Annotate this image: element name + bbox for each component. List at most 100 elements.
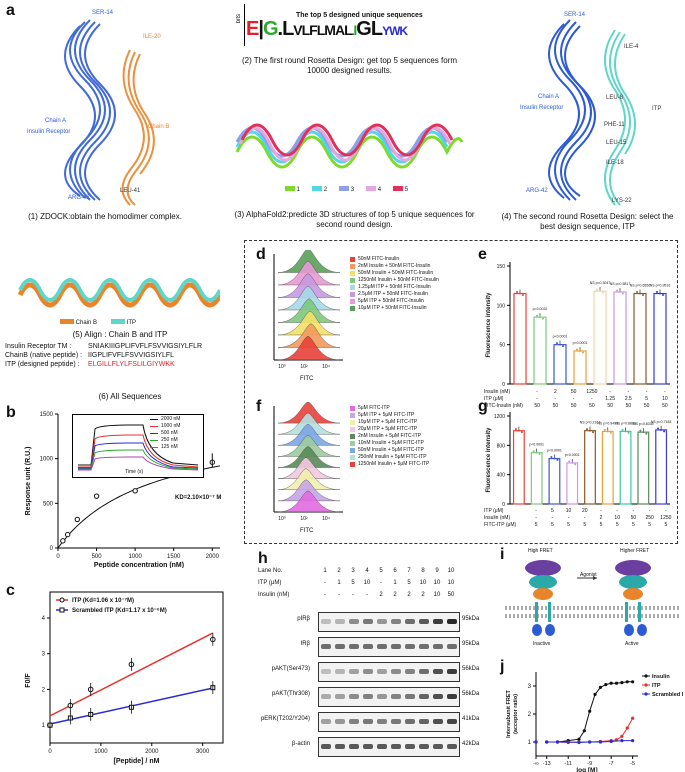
blot-band: [433, 669, 443, 674]
blot-band: [363, 744, 373, 749]
table-cell: 5: [583, 522, 587, 528]
blot-label: pIRβ: [297, 616, 310, 622]
blot-band: [321, 719, 331, 724]
y-tick-label: 1: [42, 723, 46, 729]
chart-j-fret: -∞ -13 -11 -9 -7 -5 1 2 3 log [M] Intersubunit FRE…: [506, 672, 683, 772]
legend-swatch: [350, 285, 355, 290]
row-header: FITC-Insulin (nM): [484, 403, 523, 409]
caption-fig4: (4) The second round Rosetta Design: sel…: [501, 212, 674, 231]
caption-fig1: (1) ZDOCK:obtain the homodimer complex.: [28, 212, 182, 221]
legend-swatch: [350, 299, 355, 304]
label-leu15: LEU-15: [606, 140, 627, 146]
table-cell: 1250: [586, 389, 598, 395]
histogram-trace: [277, 336, 341, 361]
label-insulin-receptor-2: Insulin Receptor: [520, 105, 564, 111]
x-tick-label: 10⁴: [322, 516, 330, 522]
blot-kda: 95kDa: [462, 616, 480, 622]
panel-label-b: b: [6, 404, 16, 421]
data-point: [625, 726, 629, 730]
table-cell: 50: [552, 403, 559, 409]
western-blot-panel: Lane No. 1 2 3 4 5 6 7 8 9 10 ITP (μM) - 1 5 10 - 1 5 10 10 1…: [258, 568, 483, 768]
p-value-label: NS p=0.2167: [580, 421, 601, 425]
legend-label: ITP (Kd=1.06 x 10⁻⁷M): [72, 598, 134, 604]
data-point: [642, 431, 645, 434]
label-arg42-a: ARG-42: [68, 195, 90, 201]
bar: [548, 457, 561, 505]
legend-swatch: [350, 257, 355, 262]
blot-band: [419, 619, 429, 624]
itp-value: 1: [337, 580, 341, 586]
y-tick-label: 400: [497, 473, 506, 479]
table-cell: 20: [581, 508, 588, 514]
data-point: [93, 493, 100, 499]
data-point: [516, 291, 518, 294]
data-point: [622, 292, 624, 295]
histogram-trace: [277, 490, 341, 513]
legend-swatch: [350, 448, 355, 453]
table-cell: -: [567, 515, 570, 521]
data-point: [520, 431, 523, 434]
table-cell: 5: [550, 522, 554, 528]
table-cell: 50: [570, 389, 577, 395]
data-point: [588, 740, 592, 744]
table-cell: -: [554, 396, 557, 402]
blot-kda: 41kDa: [462, 716, 480, 722]
table-cell: 10: [565, 508, 572, 514]
table-cell: -: [591, 396, 593, 402]
bar: [637, 431, 650, 505]
lane-value: 2: [337, 568, 341, 574]
data-point: [582, 729, 586, 733]
rosetta-design-structure-image: [548, 19, 636, 206]
x-axis-label: [Peptide] / nM: [114, 758, 160, 765]
data-point: [556, 459, 559, 462]
histogram-trace: [277, 412, 341, 435]
histogram-trace: [277, 479, 341, 502]
row-header: ITP (μM): [484, 508, 504, 514]
itp-value: 10: [447, 580, 455, 586]
x-tick-label: 1500: [167, 554, 181, 560]
table-cell: 1250: [660, 515, 672, 521]
y-axis-label: Fluorescence intensity: [486, 427, 492, 493]
blot-band: [335, 644, 345, 649]
y-axis-label-2: (acceptor ratio): [513, 694, 519, 734]
logo-letters: E|G.LVLFLMAL.IGLYWK: [246, 18, 408, 40]
table-row: Insulin (nM) - - - - 2 10 50 250 1250: [484, 515, 674, 522]
legend-label: 5μM FITC-ITP: [358, 405, 390, 411]
insulin-value: -: [324, 592, 326, 598]
y-axis-label: F0/F: [25, 673, 32, 688]
alignment-image: [17, 278, 220, 308]
bar: [655, 429, 668, 505]
table-row: Insulin (nM) - 2 50 1250 - - - -: [484, 389, 674, 396]
insulin-value: -: [338, 592, 340, 598]
bar: [584, 430, 596, 505]
data-point: [568, 460, 571, 463]
legend-label: 2nM Insulin + 50nM FITC-Insulin: [358, 263, 431, 269]
insulin-value: 50: [447, 592, 455, 598]
table-cell: 10: [662, 396, 668, 402]
bar: [619, 430, 632, 505]
legend-d: 50nM FITC-Insulin 2nM Insulin + 50nM FITC…: [350, 256, 439, 312]
data-point: [663, 430, 666, 433]
legend-item: 20μM ITP + 5μM FITC-ITP: [350, 426, 429, 433]
table-cell: 2: [553, 389, 557, 395]
table-cell: -: [535, 508, 537, 514]
data-point: [657, 427, 660, 430]
data-point: [588, 709, 592, 713]
itp-value: 5: [407, 580, 411, 586]
data-point: [571, 461, 574, 464]
insulin-value: 2: [393, 592, 397, 598]
x-tick-label: 0: [56, 554, 60, 560]
blot-label: pERK(T202/Y204): [260, 716, 310, 722]
label-phe11: PHE-11: [604, 122, 625, 128]
data-point: [536, 314, 538, 317]
itp-value: 10: [363, 580, 371, 586]
blot-band: [377, 619, 387, 624]
blot-band: [363, 669, 373, 674]
data-point: [60, 538, 66, 544]
table-cell: 1.25: [605, 396, 615, 402]
bar: [613, 291, 627, 385]
blot-band: [363, 619, 373, 624]
blot-band: [419, 669, 429, 674]
blot-band: [335, 619, 345, 624]
table-cell: -: [665, 508, 667, 514]
